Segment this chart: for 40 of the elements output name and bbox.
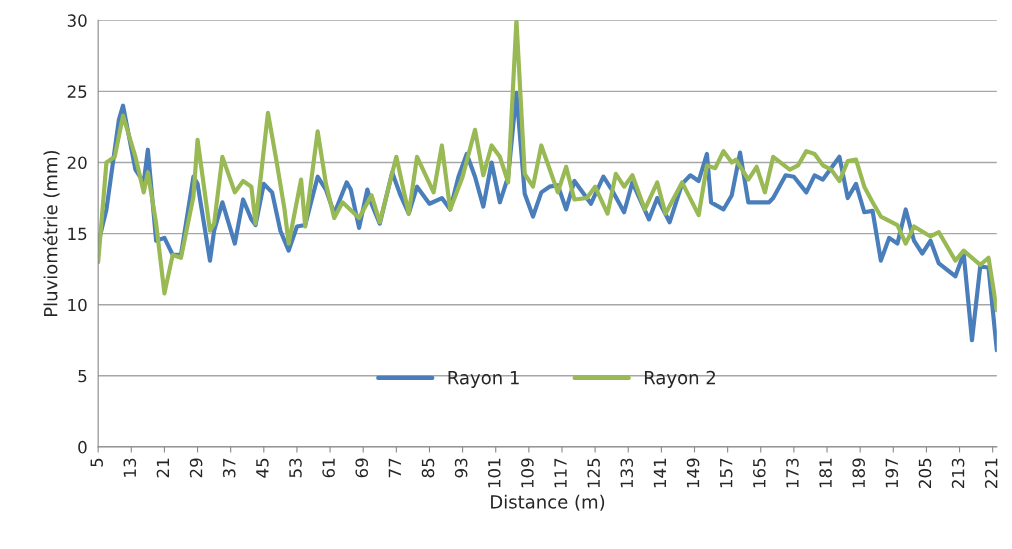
- x-tick-label: 93: [454, 458, 468, 478]
- x-tick-label: 61: [322, 458, 335, 478]
- x-tick-label: 101: [487, 458, 501, 488]
- legend-label: Rayon 2: [644, 370, 715, 388]
- x-tick-label: 141: [653, 458, 666, 488]
- x-tick-label: 181: [819, 458, 832, 488]
- y-tick-label: 20: [67, 156, 87, 170]
- x-tick-label: 165: [753, 458, 766, 488]
- x-tick-label: 37: [222, 458, 236, 478]
- y-tick-label: 30: [67, 14, 87, 27]
- x-tick-label: 13: [123, 458, 137, 477]
- x-tick-label: 69: [355, 458, 369, 478]
- y-tick-label: 15: [68, 227, 87, 241]
- legend-label: Rayon 1: [448, 371, 519, 388]
- x-tick-label: 53: [289, 458, 302, 478]
- x-tick-label: 21: [156, 458, 170, 478]
- y-tick-label: 5: [78, 369, 87, 383]
- x-tick-label: 149: [686, 458, 700, 488]
- x-tick-label: 125: [587, 458, 600, 488]
- x-tick-label: 189: [852, 458, 865, 488]
- x-tick-label: 5: [90, 458, 103, 467]
- x-tick-label: 45: [256, 458, 269, 478]
- x-tick-label: 85: [421, 458, 435, 478]
- x-tick-label: 133: [620, 458, 634, 488]
- y-tick-label: 25: [67, 85, 87, 98]
- y-tick-label: 0: [78, 440, 87, 454]
- x-tick-label: 109: [521, 458, 534, 488]
- x-tick-label: 117: [554, 458, 567, 488]
- line-series: [98, 20, 997, 313]
- y-axis-title: Pluviométrie (mm): [42, 150, 60, 317]
- x-tick-label: 157: [720, 458, 733, 488]
- x-tick-label: 173: [786, 458, 799, 488]
- x-tick-label: 197: [885, 458, 899, 488]
- x-tick-label: 29: [189, 458, 203, 478]
- x-tick-label: 205: [918, 458, 932, 488]
- y-tick-label: 10: [68, 298, 87, 312]
- x-tick-label: 213: [951, 458, 965, 488]
- x-tick-label: 77: [388, 458, 401, 478]
- x-tick-label: 221: [984, 458, 998, 488]
- x-axis-title: Distance (m): [491, 494, 605, 511]
